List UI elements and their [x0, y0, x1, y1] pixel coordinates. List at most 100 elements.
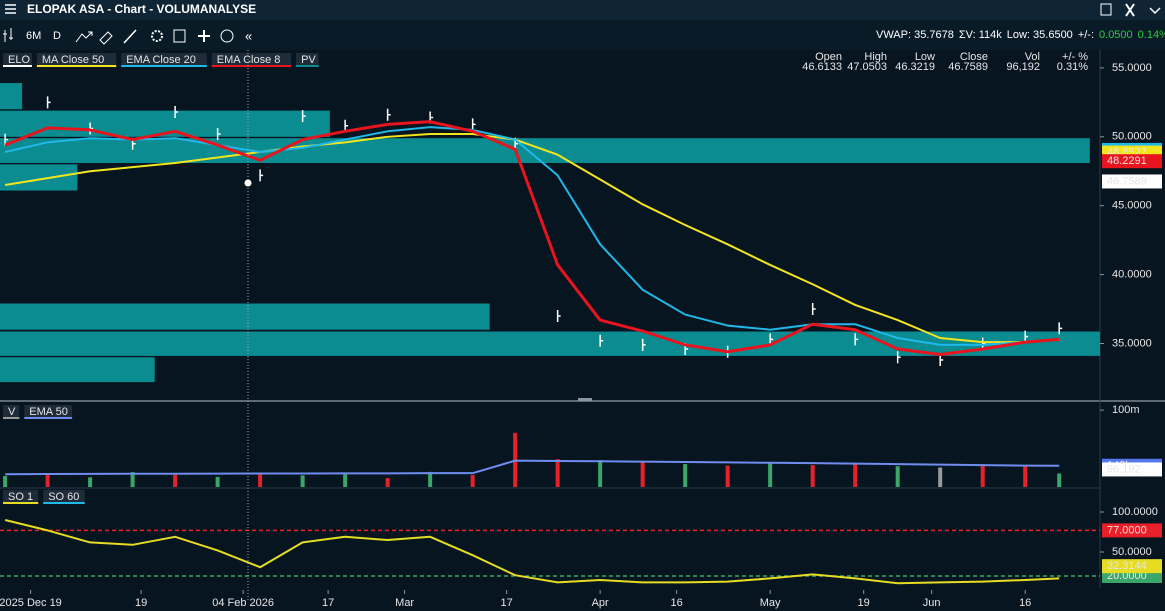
toolbar-change: 0.14%	[1138, 29, 1165, 41]
period-button[interactable]: 6M	[26, 30, 41, 42]
volume-bar	[88, 477, 93, 487]
toolbar-change: 0.0500	[1099, 29, 1133, 41]
crosshair-icon[interactable]	[198, 30, 210, 42]
toolbar-stat: VWAP: 35.7678	[876, 29, 954, 41]
price-bar	[854, 333, 859, 346]
volume-bar	[555, 459, 560, 487]
interval-button[interactable]: D	[53, 30, 61, 42]
legend-chip	[3, 53, 32, 67]
legend-chip	[3, 490, 39, 504]
value-tag: 96,192	[1107, 463, 1141, 475]
series-line	[4, 133, 1060, 344]
legend-swatch	[296, 65, 319, 67]
volume-bar	[470, 475, 475, 487]
value-tag-bg	[1102, 523, 1162, 538]
volume-bar	[258, 472, 263, 487]
volume-bar	[130, 472, 135, 487]
x-tick-label: 16	[671, 597, 683, 609]
series-line	[4, 519, 1060, 585]
dropdown-icon[interactable]	[1149, 7, 1161, 15]
x-tick-label: Apr	[592, 597, 609, 609]
panel-resize-handle[interactable]	[578, 398, 592, 401]
line-tool-icon[interactable]	[123, 29, 137, 44]
volume-bar	[683, 464, 688, 487]
x-tick-label: 2025 Dec 19	[0, 597, 62, 609]
legend-swatch	[3, 65, 32, 67]
legend-label: EMA 50	[29, 406, 68, 418]
price-bar	[259, 169, 264, 182]
volume-bar	[1057, 473, 1062, 487]
collapse-button[interactable]: «	[245, 28, 252, 43]
chart-layers: Open46.6133High47.0503Low46.3219Close46.…	[0, 51, 1162, 609]
legend-label: EMA Close 20	[126, 54, 196, 66]
price-bar	[599, 334, 604, 347]
quote-label: Close	[960, 51, 988, 63]
price-bar	[1058, 322, 1063, 335]
indicator-icon[interactable]	[75, 31, 93, 43]
legend-chip	[211, 53, 292, 67]
volume-bar	[725, 465, 730, 487]
volume-bar	[810, 465, 815, 487]
x-tick-label: 17	[322, 597, 334, 609]
volume-profile-band	[0, 83, 23, 110]
volume-bar	[45, 473, 50, 487]
volume-bar	[1023, 466, 1028, 487]
volume-bar	[640, 461, 645, 487]
legend-swatch	[3, 417, 20, 419]
volume-bar	[895, 466, 900, 487]
price-bar	[46, 96, 51, 109]
series-line	[4, 126, 1060, 346]
legend-swatch	[43, 502, 85, 504]
volume-bar	[938, 467, 943, 487]
price-bar	[471, 118, 476, 131]
y-tick-label: 40.0000	[1112, 269, 1152, 281]
value-tag: 46.7589	[1107, 175, 1147, 187]
restore-icon[interactable]	[1100, 3, 1112, 16]
toolbar-stat: +/-:	[1078, 29, 1094, 41]
template-icon[interactable]	[173, 29, 186, 43]
series-line	[5, 459, 1060, 476]
legend-chip	[3, 405, 20, 419]
value-tag: 32.3144	[1107, 560, 1147, 572]
price-bar	[896, 351, 901, 364]
quote-label: High	[864, 51, 887, 63]
x-tick-label: Mar	[395, 597, 414, 609]
x-tick-label: 19	[135, 597, 147, 609]
y-tick-label: 45.0000	[1112, 200, 1152, 212]
legend-label: ELO	[8, 54, 30, 66]
y-tick-label: 55.0000	[1112, 62, 1152, 74]
legend-chip	[24, 405, 73, 419]
chart-type-icon[interactable]	[3, 28, 13, 42]
legend-chip	[43, 490, 85, 504]
price-bar	[811, 303, 816, 316]
x-tick-label: 04 Feb 2026	[212, 597, 274, 609]
menu-icon[interactable]	[5, 4, 16, 14]
volume-bar	[215, 476, 220, 487]
close-icon[interactable]	[1125, 3, 1135, 17]
toolbar-stat: Low: 35.6500	[1007, 29, 1073, 41]
volume-bar	[343, 474, 348, 487]
legend-label: EMA Close 8	[217, 54, 281, 66]
draw-icon[interactable]	[99, 31, 113, 45]
refresh-icon[interactable]	[220, 29, 234, 43]
series-line	[4, 120, 1060, 357]
price-bar	[556, 309, 561, 322]
price-bar	[939, 354, 944, 367]
price-bar	[641, 338, 646, 351]
quote-label: Low	[915, 51, 935, 63]
legend-swatch	[3, 502, 39, 504]
quote-value: 46.7589	[948, 61, 988, 73]
volume-bar	[173, 474, 178, 487]
quote-value: 46.6133	[802, 61, 842, 73]
value-tag: 77.0000	[1107, 524, 1147, 536]
legend-chip	[121, 53, 207, 67]
value-tag: 48.2291	[1107, 155, 1147, 167]
x-tick-label: 19	[858, 597, 870, 609]
x-tick-label: Jun	[923, 597, 941, 609]
quote-value: 47.0503	[847, 61, 887, 73]
x-tick-label: 17	[501, 597, 513, 609]
y-tick-label: 50.0000	[1112, 131, 1152, 143]
crosshair-point	[244, 179, 252, 187]
settings-icon[interactable]	[151, 30, 163, 42]
